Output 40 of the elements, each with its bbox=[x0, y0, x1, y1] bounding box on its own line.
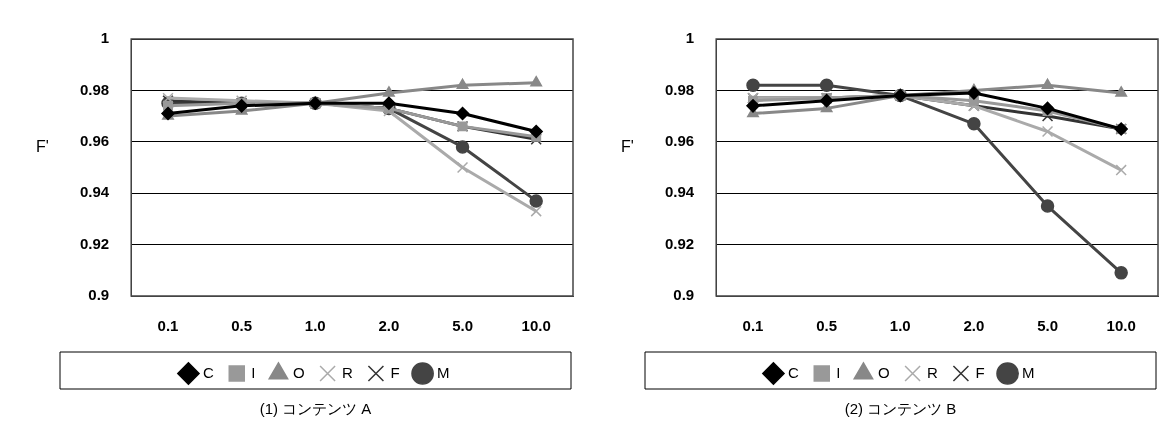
y-tick-label: 0.98 bbox=[79, 80, 110, 98]
legend-label: M bbox=[437, 363, 450, 381]
x-tick-label: 5.0 bbox=[1037, 317, 1058, 335]
legend-label: C bbox=[202, 363, 214, 381]
y-tick-label: 1 bbox=[100, 29, 110, 47]
x-tick-label: 0.5 bbox=[816, 317, 838, 335]
legend-label: R bbox=[342, 363, 354, 381]
y-tick-label: 0.94 bbox=[664, 183, 695, 201]
text: (1) コンテンツ A bbox=[259, 400, 372, 418]
x-tick-label: 2.0 bbox=[963, 317, 985, 335]
y-tick-label: 0.96 bbox=[664, 131, 695, 149]
x-tick-label: 10.0 bbox=[1106, 317, 1136, 335]
x-tick-label: 1.0 bbox=[304, 317, 326, 335]
y-tick-label: 0.98 bbox=[664, 80, 695, 98]
x-tick-label: 0.5 bbox=[231, 317, 253, 335]
x-tick-label: 0.1 bbox=[742, 317, 764, 335]
y-tick-label: 0.96 bbox=[79, 131, 110, 149]
y-tick-label: 0.9 bbox=[88, 286, 110, 304]
x-tick-label: 10.0 bbox=[521, 317, 551, 335]
legend-label: F bbox=[390, 363, 400, 381]
y-tick-label: 0.94 bbox=[79, 183, 110, 201]
y-tick-label: 0.9 bbox=[673, 286, 695, 304]
legend-label: F bbox=[975, 363, 985, 381]
x-tick-label: 2.0 bbox=[378, 317, 400, 335]
y-tick-label: 0.92 bbox=[664, 234, 695, 252]
x-tick-label: 1.0 bbox=[889, 317, 911, 335]
legend-label: C bbox=[787, 363, 799, 381]
legend-label: M bbox=[1022, 363, 1035, 381]
legend-label: O bbox=[292, 363, 305, 381]
y-axis-title: F' bbox=[621, 138, 634, 156]
text: (2) コンテンツ B bbox=[844, 400, 957, 418]
x-tick-label: 5.0 bbox=[452, 317, 473, 335]
y-tick-label: 0.92 bbox=[79, 234, 110, 252]
legend-label: R bbox=[927, 363, 939, 381]
legend-label: O bbox=[877, 363, 890, 381]
legend-label: I bbox=[836, 363, 841, 381]
y-axis-title: F' bbox=[36, 138, 49, 156]
x-tick-label: 0.1 bbox=[157, 317, 179, 335]
y-tick-label: 1 bbox=[685, 29, 695, 47]
legend-label: I bbox=[251, 363, 256, 381]
